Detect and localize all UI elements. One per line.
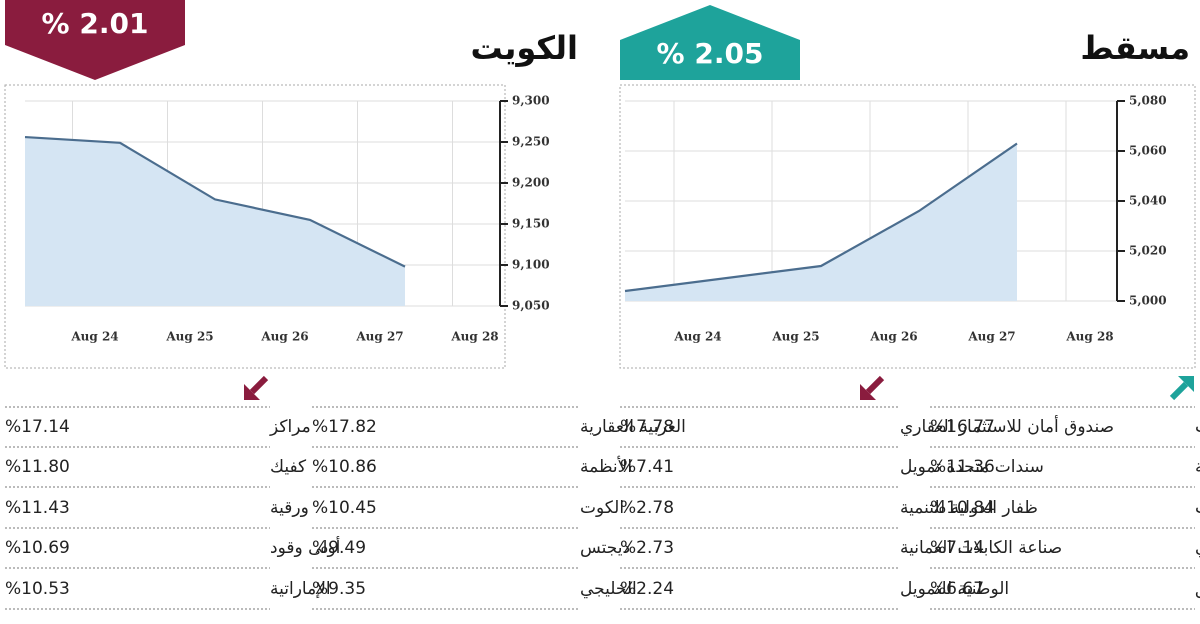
x-tick-label: Aug 28 <box>1065 330 1113 344</box>
y-tick-label: 9,100 <box>512 258 550 272</box>
down-arrow <box>860 375 885 400</box>
y-tick-label: 5,020 <box>1129 244 1167 258</box>
company-name: الوطنية للتمويل <box>900 579 1009 599</box>
x-tick-label: Aug 28 <box>450 330 498 344</box>
company-name: الأنظمة <box>580 456 632 477</box>
company-name: البنك الوطني العماني <box>1195 538 1200 558</box>
change-value: %17.14 <box>5 417 70 437</box>
change-value: %2.78 <box>620 498 674 518</box>
chart-title: مسقط <box>1080 29 1190 67</box>
company-name: سيمكورب للاستثمارات <box>1195 417 1200 437</box>
chart-title: الكويت <box>470 29 578 67</box>
company-name: مراكز <box>269 417 311 437</box>
company-name: النفط العمانية للتسويق <box>1195 579 1200 599</box>
x-tick-label: Aug 27 <box>967 330 1015 344</box>
company-name: صناعة الكابلات العمانية <box>900 538 1062 558</box>
company-name: صندوق أمان للاستثمار العقاري <box>900 415 1114 437</box>
y-tick-label: 5,060 <box>1129 144 1167 158</box>
y-tick-label: 5,080 <box>1129 94 1167 108</box>
company-name: ظفار الدولية للتنمية <box>900 498 1038 518</box>
line <box>24 135 406 268</box>
change-value: %11.80 <box>5 457 70 477</box>
line <box>624 142 1018 293</box>
y-tick-label: 9,050 <box>512 299 550 313</box>
change-value: %17.82 <box>312 417 377 437</box>
y-tick-label: 5,000 <box>1129 294 1167 308</box>
company-name: الكوت <box>580 498 624 518</box>
company-name: الإماراتية <box>270 579 331 599</box>
x-tick-label: Aug 26 <box>869 330 917 344</box>
change-value: %10.84 <box>930 498 995 518</box>
change-value: %10.69 <box>5 538 70 558</box>
change-value: %9.49 <box>312 538 366 558</box>
change-value: %10.86 <box>312 457 377 477</box>
x-tick-label: Aug 24 <box>70 330 118 344</box>
x-tick-label: Aug 26 <box>260 330 308 344</box>
x-tick-label: Aug 24 <box>673 330 721 344</box>
change-value: %11.43 <box>5 498 70 518</box>
change-value: %6.67 <box>930 579 984 599</box>
change-label: % 2.01 <box>42 7 149 40</box>
change-value: %7.14 <box>930 538 984 558</box>
change-value: %10.53 <box>5 579 70 599</box>
area <box>25 137 405 306</box>
x-tick-label: Aug 27 <box>355 330 403 344</box>
area <box>625 143 1017 301</box>
company-name: سندات متحدة تمويل <box>900 457 1044 477</box>
company-name: أولى وقود <box>270 536 340 558</box>
up-arrow <box>1169 376 1194 401</box>
change-value: %10.45 <box>312 498 377 518</box>
company-name: العربية العقارية <box>580 417 686 437</box>
y-tick-label: 9,200 <box>512 176 550 190</box>
change-badge <box>5 0 185 80</box>
chart-frame <box>619 84 1196 369</box>
company-name: الأنوار للاستثمارات <box>1195 497 1200 518</box>
change-badge <box>620 5 800 80</box>
change-value: %2.24 <box>620 579 674 599</box>
y-tick-label: 5,040 <box>1129 194 1167 208</box>
y-tick-label: 9,250 <box>512 135 550 149</box>
x-tick-label: Aug 25 <box>165 330 213 344</box>
down-arrow <box>244 375 269 400</box>
change-value: %2.73 <box>620 538 674 558</box>
company-name: العنقاء للطاقة <box>1195 457 1200 477</box>
company-name: ديجتس <box>580 538 630 558</box>
company-name: ورقية <box>270 498 309 518</box>
y-tick-label: 9,300 <box>512 94 550 108</box>
change-value: %7.78 <box>620 417 674 437</box>
change-value: %11.36 <box>930 457 995 477</box>
change-value: %7.41 <box>620 457 674 477</box>
change-label: % 2.05 <box>657 37 764 70</box>
company-name: الخليجي <box>580 579 637 599</box>
company-name: كفيك <box>270 457 307 477</box>
change-value: %16.77 <box>930 417 995 437</box>
y-tick-label: 9,150 <box>512 217 550 231</box>
change-value: %9.35 <box>312 579 366 599</box>
x-tick-label: Aug 25 <box>771 330 819 344</box>
chart-frame <box>4 84 506 369</box>
